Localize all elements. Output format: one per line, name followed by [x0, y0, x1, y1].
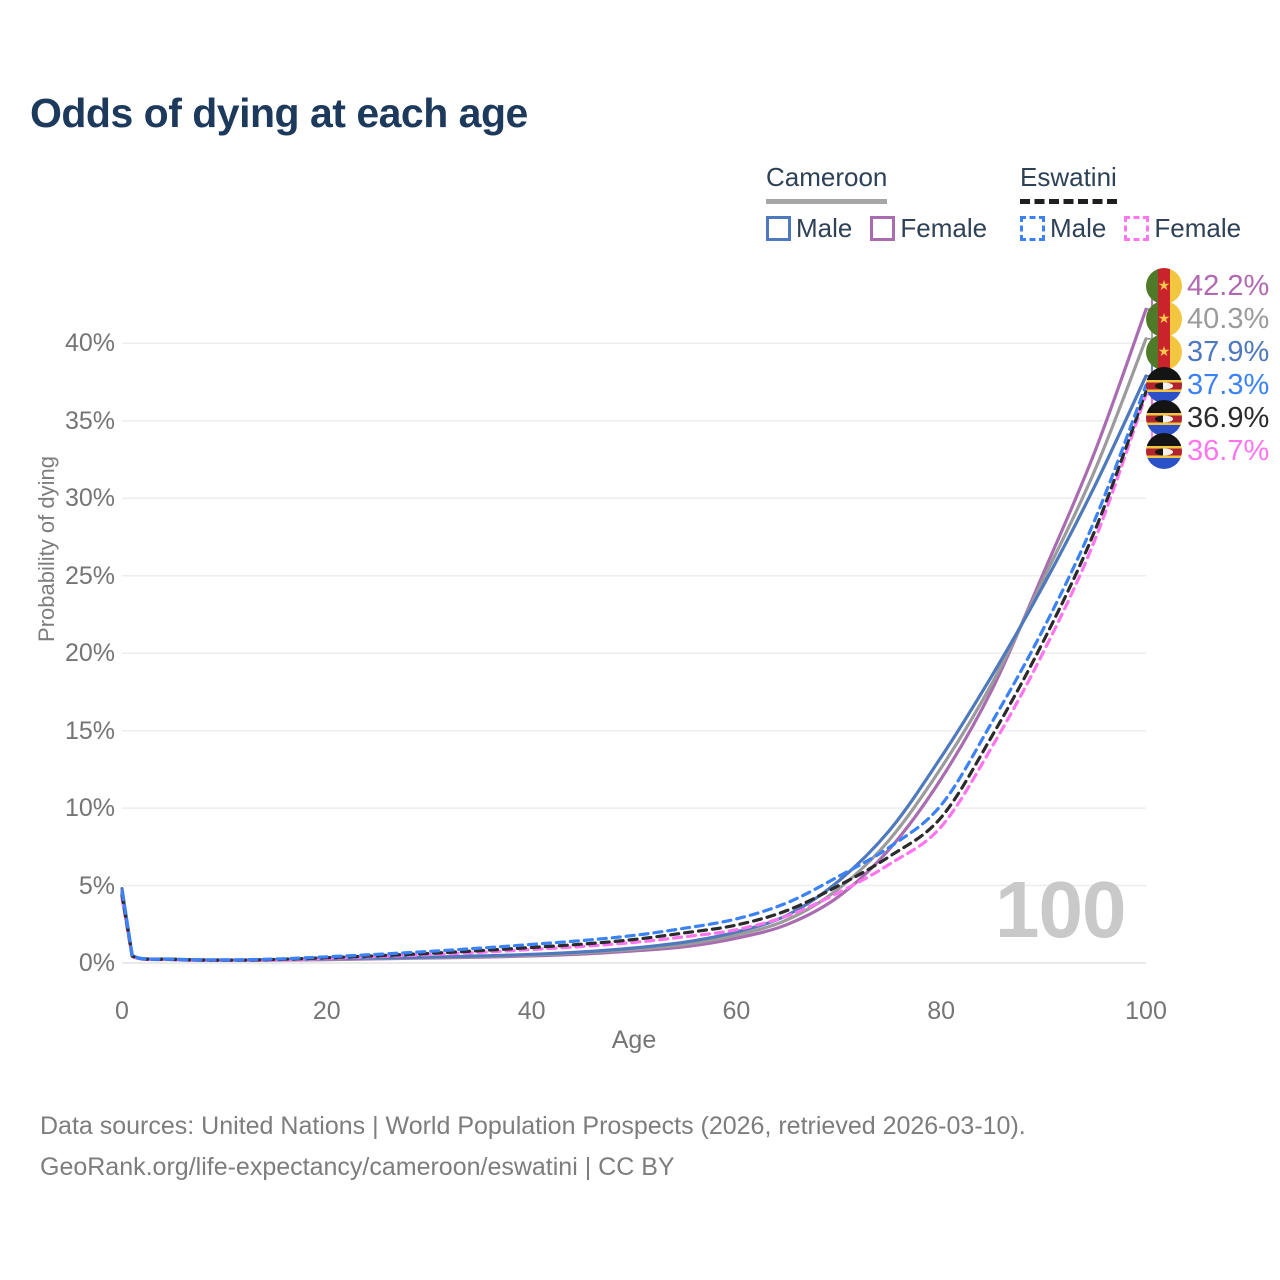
series-line-eswatini-both[interactable]: [120, 389, 1148, 962]
end-label-row: 37.3%: [1146, 367, 1269, 403]
y-tick-label: 35%: [64, 406, 115, 435]
y-tick-label: 30%: [64, 484, 115, 513]
end-label-row: 40.3%: [1146, 301, 1269, 337]
y-tick-label: 10%: [64, 794, 115, 823]
end-label-value: 37.9%: [1187, 335, 1270, 368]
x-tick-label: 40: [517, 997, 546, 1025]
legend-country-cameroon[interactable]: Cameroon: [766, 162, 888, 204]
legend-group-eswatini: Eswatini Male Female: [1020, 162, 1259, 244]
y-tick-label: 0%: [78, 949, 115, 977]
end-label-value: 36.7%: [1187, 434, 1270, 467]
x-tick-label: 100: [1125, 997, 1167, 1025]
end-label-row: 37.9%: [1146, 334, 1269, 370]
attribution-text: GeoRank.org/life-expectancy/cameroon/esw…: [40, 1153, 675, 1181]
series-line-cameroon-both[interactable]: [120, 337, 1148, 962]
cameroon-flag-icon: [1146, 334, 1182, 370]
x-tick-label: 0: [115, 997, 129, 1025]
legend-label-eswatini-female[interactable]: Female: [1154, 213, 1242, 243]
x-tick-label: 60: [722, 997, 751, 1025]
end-label-row: 36.9%: [1146, 400, 1269, 436]
series-line-eswatini-male[interactable]: [120, 383, 1148, 962]
eswatini-flag-icon: [1146, 433, 1182, 469]
y-tick-label: 40%: [64, 329, 115, 358]
legend-label-eswatini-male[interactable]: Male: [1050, 213, 1107, 243]
legend-label-cameroon-male[interactable]: Male: [796, 213, 853, 243]
end-label-value: 37.3%: [1187, 368, 1270, 401]
legend-label-cameroon-female[interactable]: Female: [900, 213, 988, 243]
legend-swatch-eswatini-female[interactable]: [1124, 216, 1150, 241]
end-label-value: 42.2%: [1187, 269, 1270, 302]
y-tick-label: 25%: [64, 561, 115, 590]
cameroon-flag-icon: [1146, 301, 1182, 337]
series-line-cameroon-female[interactable]: [120, 307, 1148, 963]
legend-country-eswatini[interactable]: Eswatini: [1020, 162, 1117, 204]
y-axis-title: Probability of dying: [34, 456, 59, 642]
y-tick-label: 20%: [64, 639, 115, 668]
y-tick-label: 5%: [78, 871, 115, 900]
age-counter-watermark: 100: [995, 865, 1126, 954]
footer: Data sources: United Nations | World Pop…: [40, 1106, 1026, 1188]
x-tick-label: 80: [927, 997, 956, 1025]
data-sources-text: Data sources: United Nations | World Pop…: [40, 1112, 1026, 1140]
eswatini-flag-icon: [1146, 400, 1182, 436]
series-line-cameroon-male[interactable]: [120, 374, 1148, 962]
end-label-row: 42.2%: [1146, 268, 1269, 304]
x-tick-label: 20: [312, 997, 341, 1025]
legend-group-cameroon: Cameroon Male Female: [766, 162, 1005, 244]
y-tick-label: 15%: [64, 716, 115, 745]
legend-swatch-cameroon-female[interactable]: [870, 216, 896, 241]
x-axis-title: Age: [611, 1026, 657, 1054]
end-label-value: 40.3%: [1187, 302, 1270, 335]
legend-swatch-cameroon-male[interactable]: [766, 216, 791, 241]
page-title: Odds of dying at each age: [30, 90, 528, 136]
eswatini-flag-icon: [1146, 367, 1182, 403]
end-label-value: 36.9%: [1187, 401, 1270, 434]
legend-swatch-eswatini-male[interactable]: [1020, 216, 1045, 241]
cameroon-flag-icon: [1146, 268, 1182, 304]
end-label-row: 36.7%: [1146, 433, 1269, 469]
